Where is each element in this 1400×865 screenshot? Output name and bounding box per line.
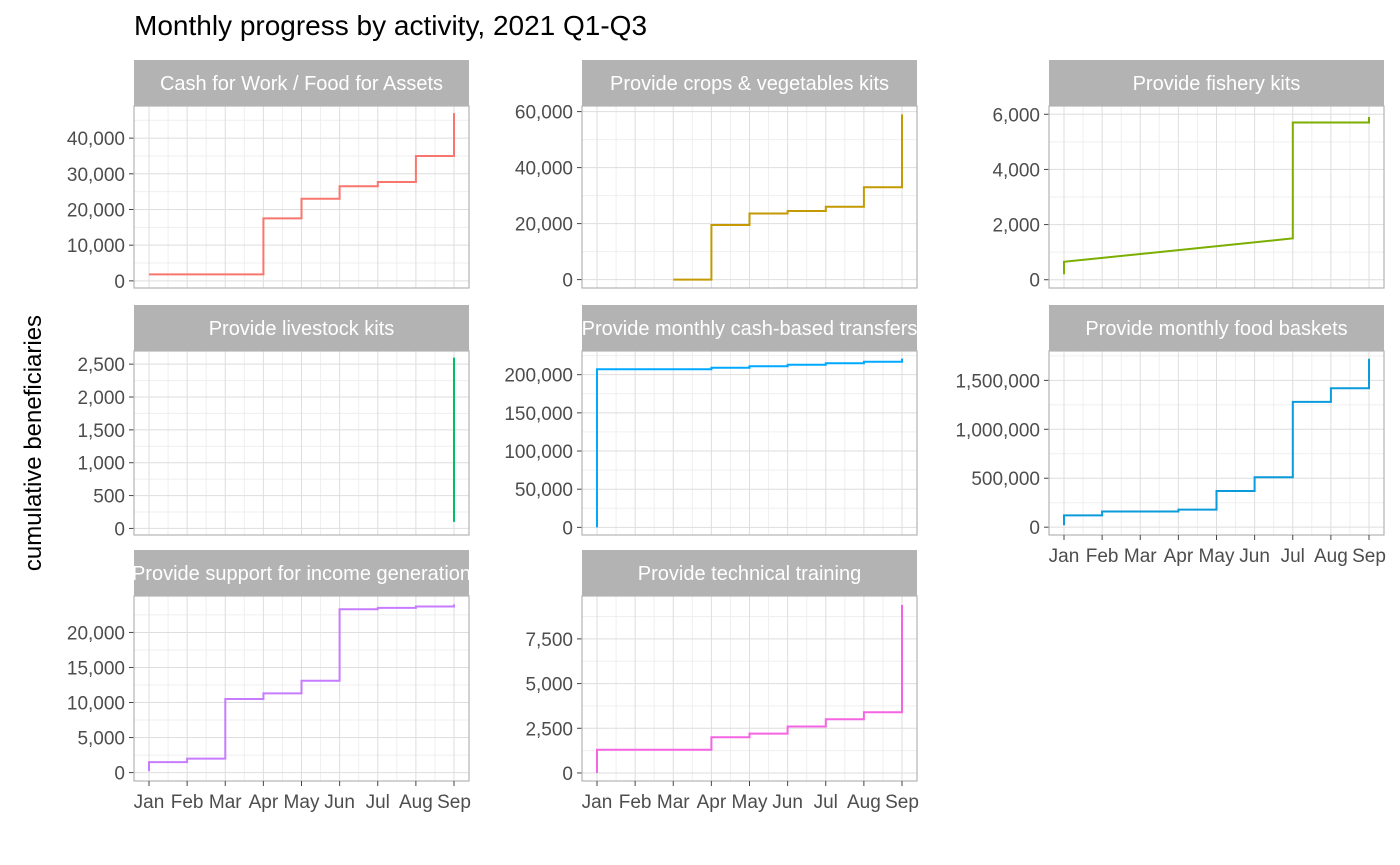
facet-strip [1049,305,1384,351]
y-tick-label: 200,000 [504,366,573,387]
x-tick-label: Jan [134,792,165,813]
x-tick-label: Mar [657,792,690,813]
x-tick-label: Feb [1086,546,1119,567]
series-line [673,114,903,281]
x-tick-label: Feb [171,792,204,813]
facet-panel: 0 5,000 10,000 15,000 20,000 Provide support … [67,550,471,813]
x-tick-label: Apr [249,792,279,813]
y-tick-label: 0 [562,518,573,539]
y-tick-label: 5,000 [77,729,125,750]
facet-panel: 0 2,000 4,000 6,000 Provide fishery kits [992,60,1385,292]
y-tick-label: 40,000 [515,159,573,180]
facet-panel: 0 2,500 5,000 7,500 Provide technical traini… [525,550,919,813]
facet-strip-label: Provide fishery kits [1133,73,1301,95]
y-tick-label: 0 [114,272,125,293]
y-tick-label: 1,000 [77,454,125,475]
facet-strip [582,60,917,106]
x-tick-label: Mar [209,792,242,813]
facet-strip-label: Cash for Work / Food for Assets [160,73,443,95]
y-tick-label: 2,000 [77,388,125,409]
x-tick-label: Jan [582,792,613,813]
y-tick-label: 0 [562,764,573,785]
series-line [1063,117,1370,275]
x-tick-label: Jul [1281,546,1305,567]
y-tick-label: 20,000 [515,215,573,236]
series-line [596,358,903,528]
facet-strip [134,305,469,351]
facet-strip-label: Provide support for income generation [132,563,471,585]
y-tick-label: 60,000 [515,103,573,124]
y-tick-label: 500,000 [971,469,1040,490]
y-tick-label: 0 [1029,518,1040,539]
y-tick-label: 1,500 [77,421,125,442]
facet-strip [134,550,469,596]
y-tick-label: 0 [562,271,573,292]
facet-panel: 0 20,000 40,000 60,000 Provide crops & veget… [515,60,918,292]
facet-strip-label: Provide crops & vegetables kits [610,73,889,95]
y-tick-label: 100,000 [504,442,573,463]
y-tick-label: 5,000 [525,675,573,696]
x-tick-label: Jul [814,792,838,813]
x-tick-label: May [1199,546,1235,567]
y-tick-label: 0 [114,519,125,540]
y-tick-label: 2,500 [77,355,125,376]
facet-strip-label: Provide monthly cash-based transfers [582,318,918,340]
facet-panel: 0 500,000 1,000,000 1,500,000 Provide monthl… [955,305,1386,567]
x-tick-label: Jun [324,792,355,813]
facet-panel: 0 10,000 20,000 30,000 40,000 Cash for Work /… [67,60,470,293]
x-tick-label: Sep [437,792,471,813]
facet-panel: 0 50,000 100,000 150,000 200,000 Provide mont… [504,305,918,539]
y-tick-label: 0 [1029,271,1040,292]
x-tick-label: May [732,792,768,813]
y-tick-label: 50,000 [515,480,573,501]
y-tick-label: 7,500 [525,630,573,651]
series-line [1063,358,1370,526]
x-tick-label: Sep [885,792,919,813]
series-line [596,604,903,773]
facet-strip [582,305,917,351]
x-tick-label: Aug [1314,546,1348,567]
facet-strip [1049,60,1384,106]
series-line [149,113,455,276]
x-tick-label: Apr [697,792,727,813]
facet-strip-label: Provide technical training [638,563,861,585]
y-tick-label: 1,500,000 [955,371,1040,392]
y-tick-label: 500 [93,487,125,508]
facet-strip-label: Provide monthly food baskets [1085,318,1347,340]
x-tick-label: Aug [399,792,433,813]
facet-panel: 0 500 1,000 1,500 2,000 2,500 Provide livestoc… [77,305,470,540]
x-tick-label: Apr [1164,546,1194,567]
x-tick-label: Aug [847,792,881,813]
x-tick-label: May [284,792,320,813]
y-tick-label: 20,000 [67,200,125,221]
y-tick-label: 2,000 [992,216,1040,237]
y-tick-label: 6,000 [992,105,1040,126]
y-tick-label: 40,000 [67,129,125,150]
chart-title: Monthly progress by activity, 2021 Q1-Q3 [134,10,648,41]
y-tick-label: 15,000 [67,658,125,679]
y-tick-label: 150,000 [504,404,573,425]
y-tick-label: 10,000 [67,694,125,715]
x-tick-label: Mar [1124,546,1157,567]
y-tick-label: 2,500 [525,719,573,740]
y-tick-label: 10,000 [67,236,125,257]
x-tick-label: Jun [1239,546,1270,567]
x-tick-label: Jan [1049,546,1080,567]
facet-strip-label: Provide livestock kits [209,318,395,340]
y-tick-label: 1,000,000 [955,420,1040,441]
y-tick-label: 20,000 [67,623,125,644]
facet-strip [582,550,917,596]
facet-strip [134,60,469,106]
x-tick-label: Jul [366,792,390,813]
series-line [148,604,455,772]
x-tick-label: Jun [772,792,803,813]
y-tick-label: 4,000 [992,160,1040,181]
y-tick-label: 30,000 [67,165,125,186]
y-tick-label: 0 [114,764,125,785]
x-tick-label: Sep [1352,546,1386,567]
x-tick-label: Feb [619,792,652,813]
